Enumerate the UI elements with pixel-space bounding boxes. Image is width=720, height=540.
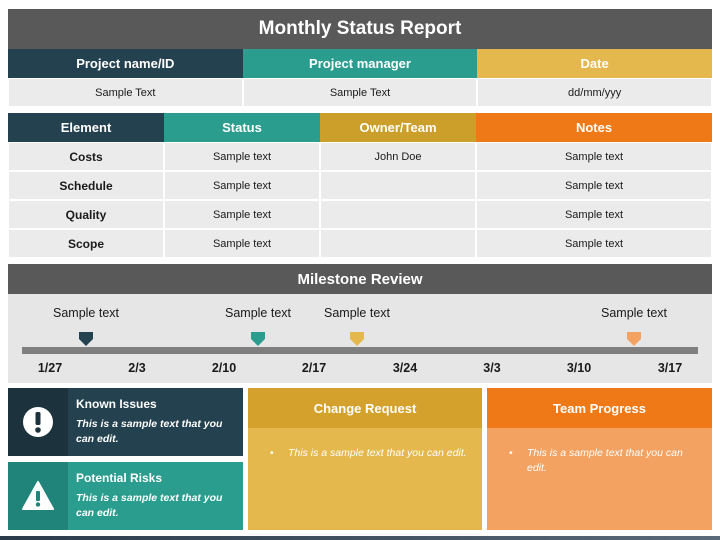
owner-cell[interactable] [320,200,476,229]
milestone-marker-icon[interactable] [251,332,265,346]
status-cell[interactable]: Sample text [164,171,320,200]
element-header: Element [8,113,164,142]
milestone-label: Sample text [52,306,120,320]
milestone-label: Sample text [600,306,668,320]
known-issues-title: Known Issues [76,397,157,411]
date-tick-label: 3/3 [483,361,501,375]
change-request-body: • This is a sample text that you can edi… [248,428,482,530]
owner-cell[interactable] [320,229,476,258]
team-progress-panel: Team Progress • This is a sample text th… [487,388,712,530]
milestone-marker-icon[interactable] [627,332,641,346]
project-manager-value[interactable]: Sample Text [242,78,478,107]
team-progress-body: • This is a sample text that you can edi… [487,428,712,530]
status-cell[interactable]: Sample text [164,200,320,229]
milestone-timeline: Sample text Sample text Sample text Samp… [8,294,712,383]
potential-risks-title: Potential Risks [76,471,163,485]
date-tick-label: 2/3 [128,361,146,375]
notes-cell[interactable]: Sample text [476,142,712,171]
status-cell[interactable]: Sample text [164,142,320,171]
milestone-marker-icon[interactable] [350,332,364,346]
bullet-icon: • [509,447,513,459]
date-tick-label: 3/10 [566,361,592,375]
potential-risks-body[interactable]: This is a sample text that you can edit. [76,492,223,519]
owner-cell[interactable] [320,171,476,200]
project-name-header: Project name/ID [8,49,243,78]
milestone-marker-icon[interactable] [79,332,93,346]
notes-cell[interactable]: Sample text [476,171,712,200]
potential-risks-text: Potential Risks This is a sample text th… [68,462,243,530]
date-tick-label: 3/24 [392,361,418,375]
potential-risks-card: Potential Risks This is a sample text th… [8,462,243,530]
change-request-title: Change Request [248,388,482,428]
warning-triangle-icon [22,481,54,510]
known-issues-text: Known Issues This is a sample text that … [68,388,243,456]
date-tick-label: 3/17 [657,361,683,375]
bottom-strip [0,536,720,540]
milestone-label: Sample text [323,306,391,320]
timeline-bar [22,347,698,354]
report-title: Monthly Status Report [8,9,712,49]
project-value-row: Sample Text Sample Text dd/mm/yyy [8,78,712,107]
exclamation-circle-icon [23,407,53,437]
status-header-row: Element Status Owner/Team Notes [8,113,712,142]
potential-risks-icon-box [8,462,68,530]
owner-cell[interactable]: John Doe [320,142,476,171]
milestone-label: Sample text [224,306,292,320]
table-row: Costs Sample text John Doe Sample text [8,142,712,171]
project-header-row: Project name/ID Project manager Date [8,49,712,78]
change-request-panel: Change Request • This is a sample text t… [248,388,482,530]
element-cell: Schedule [8,171,164,200]
date-tick-label: 2/10 [211,361,237,375]
date-tick-label: 1/27 [37,361,63,375]
status-cell[interactable]: Sample text [164,229,320,258]
table-row: Quality Sample text Sample text [8,200,712,229]
date-header: Date [477,49,712,78]
project-name-value[interactable]: Sample Text [8,78,243,107]
bullet-icon: • [270,447,274,459]
notes-cell[interactable]: Sample text [476,200,712,229]
known-issues-card: Known Issues This is a sample text that … [8,388,243,456]
table-row: Scope Sample text Sample text [8,229,712,258]
project-manager-header: Project manager [242,49,478,78]
status-header: Status [164,113,320,142]
milestone-review-title: Milestone Review [8,264,712,294]
notes-header: Notes [476,113,712,142]
known-issues-icon-box [8,388,68,456]
owner-header: Owner/Team [320,113,476,142]
date-value[interactable]: dd/mm/yyy [477,78,712,107]
element-cell: Quality [8,200,164,229]
team-progress-title: Team Progress [487,388,712,428]
date-tick-label: 2/17 [301,361,327,375]
element-cell: Costs [8,142,164,171]
known-issues-body[interactable]: This is a sample text that you can edit. [76,418,223,445]
change-request-text[interactable]: This is a sample text that you can edit. [288,447,467,459]
table-row: Schedule Sample text Sample text [8,171,712,200]
element-cell: Scope [8,229,164,258]
notes-cell[interactable]: Sample text [476,229,712,258]
team-progress-text[interactable]: This is a sample text that you can edit. [527,447,683,474]
